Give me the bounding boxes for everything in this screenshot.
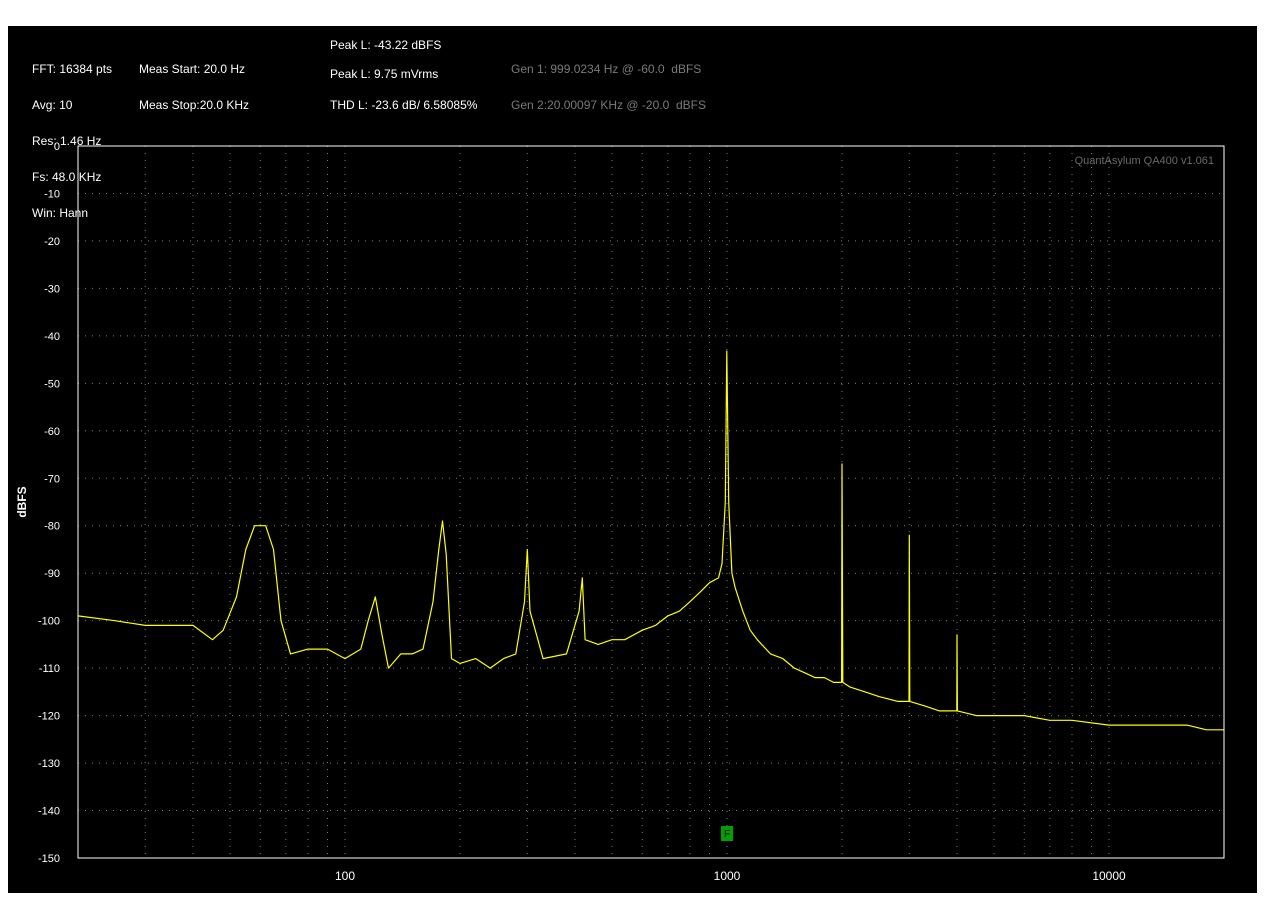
spectrum-chart: 0 -10 -20 -30 -40 -50 -60 -70 -80 -90 -100 -110 -120… [15,141,1225,883]
y-tick-label: -50 [44,378,60,390]
plot-border [77,145,1225,859]
y-tick-label: -80 [44,521,60,533]
generator-block: Gen 1: 999.0234 Hz @ -60.0 dBFS Gen 2:20… [511,39,706,135]
x-tick-label: 10000 [1092,869,1126,883]
peak-dbfs-text: Peak L: -43.22 dBFS [330,38,442,52]
y-tick-label: -40 [44,331,60,343]
frequency-marker[interactable]: F [721,826,734,841]
axes: 0 -10 -20 -30 -40 -50 -60 -70 -80 -90 -100 -110 -120… [38,141,1126,883]
y-axis-label: dBFS [15,486,29,517]
y-tick-label: -20 [44,236,60,248]
trace-layer [77,350,1224,731]
y-tick-label: -140 [38,806,60,818]
y-tick-label: -100 [38,616,60,628]
y-tick-label: 0 [54,141,60,153]
x-tick-label: 1000 [714,869,741,883]
y-tick-label: -90 [44,568,60,580]
y-tick-label: -110 [39,663,60,675]
meas-stop-text: Meas Stop:20.0 KHz [139,98,250,112]
measurement-range-block: Meas Start: 20.0 Hz Meas Stop:20.0 KHz [139,39,249,135]
y-tick-label: -120 [38,711,60,723]
analyzer-window: FFT: 16384 pts Avg: 10 Res: 1.46 Hz Fs: … [8,26,1257,893]
thd-text: THD L: -23.6 dB/ 6.58085% [330,98,478,112]
grid [78,146,1224,858]
gen2-text: Gen 2:20.00097 KHz @ -20.0 dBFS [511,98,706,112]
y-tick-label: -130 [38,758,60,770]
averages-text: Avg: 10 [32,98,73,112]
gen1-text: Gen 1: 999.0234 Hz @ -60.0 dBFS [511,62,702,76]
y-tick-label: -30 [44,283,60,295]
marker-box [721,826,734,841]
meas-start-text: Meas Start: 20.0 Hz [139,62,246,76]
y-tick-label: -70 [44,473,60,485]
window-text: Win: Hann [32,206,89,220]
sample-rate-text: Fs: 48.0 KHz [32,170,102,184]
y-tick-label: -60 [44,426,60,438]
watermark-text: QuantAsylum QA400 v1.061 [1075,155,1214,167]
fft-points-text: FFT: 16384 pts [32,62,113,76]
y-tick-label: -10 [44,188,60,200]
marker-label: F [724,829,730,840]
peak-vrms-text: Peak L: 9.75 mVrms [330,67,439,81]
x-tick-label: 100 [335,869,355,883]
fft-settings-block: FFT: 16384 pts Avg: 10 Res: 1.46 Hz Fs: … [32,39,112,243]
y-tick-label: -150 [38,853,60,865]
spectrum-trace-0 [77,350,1224,731]
resolution-text: Res: 1.46 Hz [32,134,102,148]
